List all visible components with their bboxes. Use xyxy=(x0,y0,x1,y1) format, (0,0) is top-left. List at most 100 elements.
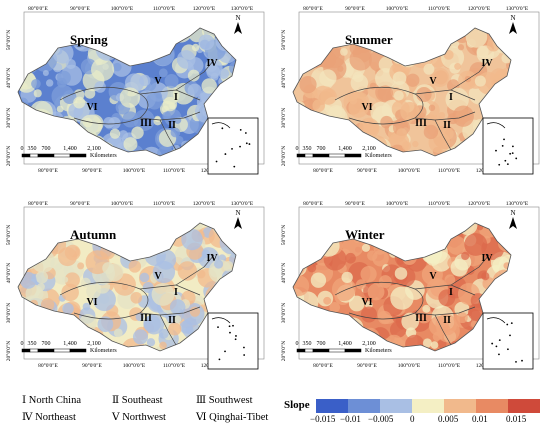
season-title: Winter xyxy=(345,227,385,242)
scale-tick: 350 xyxy=(303,341,312,347)
longitude-label: 110°0'0"E xyxy=(428,200,451,207)
north-arrow-icon: N xyxy=(509,209,517,229)
region-label-iv: IV xyxy=(206,253,218,264)
longitude-label: 100°0'0"E xyxy=(398,167,421,174)
region-label-vi: VI xyxy=(86,297,97,308)
svg-text:N: N xyxy=(510,209,515,217)
region-label-vi: VI xyxy=(361,102,372,113)
region-boundary xyxy=(59,281,149,320)
longitude-label: 100°0'0"E xyxy=(386,200,409,207)
slope-color-swatch xyxy=(476,399,508,413)
scale-tick: 0 xyxy=(296,146,299,152)
svg-text:N: N xyxy=(235,209,240,217)
region-label-i: I xyxy=(174,287,178,298)
longitude-label: 80°0'0"E xyxy=(303,5,323,12)
region-label-iii: III xyxy=(140,313,152,324)
slope-color-swatch xyxy=(508,399,540,413)
region-legend-north-china: Ⅰ North China xyxy=(22,395,81,406)
latitude-label: 30°0'0"N xyxy=(280,108,287,128)
longitude-label: 100°0'0"E xyxy=(123,362,146,369)
season-title: Spring xyxy=(70,32,108,47)
region-boundary xyxy=(175,59,215,91)
region-boundary xyxy=(434,314,452,346)
longitude-label: 110°0'0"E xyxy=(163,167,186,174)
longitude-label: 90°0'0"E xyxy=(345,5,365,12)
longitude-label: 90°0'0"E xyxy=(357,362,377,369)
longitude-label: 100°0'0"E xyxy=(386,5,409,12)
latitude-label: 50°0'0"N xyxy=(280,30,287,50)
scale-tick: 700 xyxy=(317,341,326,347)
region-label-iv: IV xyxy=(206,58,218,69)
scale-tick: 700 xyxy=(42,341,51,347)
latitude-label: 50°0'0"N xyxy=(5,30,12,50)
region-label-v: V xyxy=(429,76,437,87)
region-label-vi: VI xyxy=(86,102,97,113)
latitude-label: 20°0'0"N xyxy=(280,146,287,166)
scale-tick: 350 xyxy=(303,146,312,152)
scale-tick: 2,100 xyxy=(362,341,376,347)
scale-unit: Kilometers xyxy=(365,153,392,159)
scale-tick: 2,100 xyxy=(362,146,376,152)
map-panel-winter: 80°0'0"E 90°0'0"E 100°0'0"E 110°0'0"E 120°0'… xyxy=(275,195,550,383)
region-boundary xyxy=(334,281,424,320)
longitude-label: 100°0'0"E xyxy=(123,167,146,174)
region-label-ii: II xyxy=(168,315,176,326)
region-label-v: V xyxy=(154,271,162,282)
region-label-iii: III xyxy=(415,313,427,324)
scale-tick: 0 xyxy=(296,341,299,347)
region-label-iv: IV xyxy=(481,253,493,264)
south-china-sea-inset xyxy=(482,312,534,370)
scale-tick: 700 xyxy=(42,146,51,152)
slope-tick-label: −0.01 xyxy=(340,414,361,424)
latitude-label: 30°0'0"N xyxy=(280,303,287,323)
region-label-iii: III xyxy=(415,118,427,129)
region-boundary xyxy=(139,306,201,316)
slope-color-swatch xyxy=(316,399,348,413)
longitude-label: 110°0'0"E xyxy=(153,5,176,12)
slope-color-swatch xyxy=(444,399,476,413)
region-label-iv: IV xyxy=(481,58,493,69)
longitude-label: 80°0'0"E xyxy=(313,167,333,174)
region-label-i: I xyxy=(449,287,453,298)
slope-color-swatch xyxy=(380,399,412,413)
longitude-label: 110°0'0"E xyxy=(438,167,461,174)
north-arrow-icon: N xyxy=(234,209,242,229)
slope-tick-labels: −0.015 −0.01 −0.005 0 0.005 0.01 0.015 xyxy=(310,414,550,426)
longitude-label: 90°0'0"E xyxy=(357,167,377,174)
slope-tick-label: 0 xyxy=(410,414,415,424)
scale-tick: 0 xyxy=(21,341,24,347)
longitude-label: 90°0'0"E xyxy=(70,200,90,207)
latitude-label: 40°0'0"N xyxy=(5,68,12,88)
map-panel-autumn: 80°0'0"E 90°0'0"E 100°0'0"E 110°0'0"E 120°0'… xyxy=(0,195,275,383)
longitude-label: 130°0'0"E xyxy=(506,5,529,12)
longitude-label: 120°0'0"E xyxy=(468,5,491,12)
latitude-label: 50°0'0"N xyxy=(5,225,12,245)
region-boundary xyxy=(414,111,476,121)
longitude-label: 80°0'0"E xyxy=(313,362,333,369)
latitude-label: 50°0'0"N xyxy=(280,225,287,245)
svg-text:N: N xyxy=(510,14,515,22)
map-panel-spring: 80°0'0"E 90°0'0"E 100°0'0"E 110°0'0"E 120°0'… xyxy=(0,0,275,188)
region-boundary xyxy=(450,59,490,91)
scale-tick: 1,400 xyxy=(338,341,352,347)
scale-tick: 1,400 xyxy=(63,146,77,152)
region-boundary xyxy=(139,111,201,121)
region-boundary xyxy=(59,86,149,125)
scale-tick: 0 xyxy=(21,146,24,152)
china-border xyxy=(17,222,237,352)
slope-tick-label: −0.015 xyxy=(310,414,336,424)
region-boundary xyxy=(334,86,424,125)
slope-legend-title: Slope xyxy=(284,399,310,411)
slope-tick-label: 0.005 xyxy=(438,414,459,424)
region-legend-northwest: Ⅴ Northwest xyxy=(112,412,166,423)
season-title: Autumn xyxy=(70,227,117,242)
scale-tick: 350 xyxy=(28,146,37,152)
longitude-label: 110°0'0"E xyxy=(428,5,451,12)
map-panel-summer: 80°0'0"E 90°0'0"E 100°0'0"E 110°0'0"E 120°0'… xyxy=(275,0,550,188)
region-boundary xyxy=(434,119,452,151)
region-boundary xyxy=(175,254,215,286)
latitude-label: 30°0'0"N xyxy=(5,108,12,128)
region-label-i: I xyxy=(449,92,453,103)
